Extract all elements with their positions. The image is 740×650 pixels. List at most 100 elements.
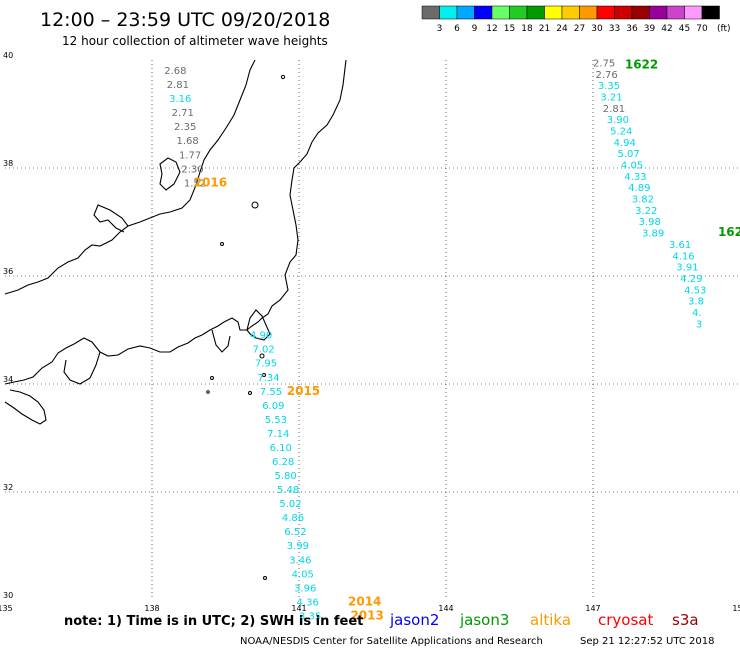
lat-label: 32 bbox=[3, 483, 13, 492]
legend-label: 45 bbox=[679, 24, 690, 34]
legend-label: 70 bbox=[696, 24, 708, 34]
footer-note: note: 1) Time is in UTC; 2) SWH is in fe… bbox=[64, 614, 363, 629]
legend-swatch bbox=[579, 5, 598, 20]
wave-height-value: 3.21 bbox=[600, 93, 622, 104]
wave-height-value: 2.76 bbox=[595, 70, 617, 81]
legend-swatch bbox=[491, 5, 510, 20]
legend-swatch bbox=[421, 5, 440, 20]
legend-swatch bbox=[684, 5, 703, 20]
wave-height-value: 3.91 bbox=[676, 263, 698, 274]
wave-height-value: 4.94 bbox=[614, 138, 636, 149]
coastline-shikoku bbox=[4, 389, 47, 425]
legend-swatch bbox=[474, 5, 493, 20]
legend-label: 24 bbox=[556, 24, 568, 34]
wave-height-value: 5.07 bbox=[618, 149, 640, 160]
wave-height-value: 3.35 bbox=[598, 81, 620, 92]
wave-height-value: 4. bbox=[692, 308, 702, 319]
wave-height-value: 2.81 bbox=[603, 104, 625, 115]
island bbox=[262, 373, 266, 377]
wave-height-value: 3.61 bbox=[669, 240, 691, 251]
lat-label: 40 bbox=[3, 51, 13, 60]
coastline-izu bbox=[211, 329, 231, 353]
wave-height-value: 2.30 bbox=[181, 164, 203, 175]
wave-height-value: 4.90 bbox=[250, 331, 272, 342]
legend-label: 6 bbox=[454, 24, 460, 34]
lat-lon-grid bbox=[5, 60, 740, 600]
track-west-south: 4.90 7.02 7.95 7.34 7.55 6.09 5.53 7.14 6.10 6.28… bbox=[250, 331, 384, 623]
coastline-kii bbox=[63, 351, 101, 385]
coastline-noto bbox=[93, 204, 129, 233]
map-area: 2.68 2.81 3.16 2.71 2.35 1.68 1.77 2.30 1.522016… bbox=[4, 57, 740, 622]
lat-label: 38 bbox=[3, 159, 13, 168]
track-time-label: 162 bbox=[718, 225, 740, 239]
altimeter-tracks: 2.68 2.81 3.16 2.71 2.35 1.68 1.77 2.30 1.522016… bbox=[164, 57, 740, 622]
color-legend: 3 6 9 12 15 18 21 24 27 30 33 36 39 42 45 70 bbox=[421, 5, 720, 34]
wave-height-value: 3.16 bbox=[169, 94, 191, 105]
satellite-jason2: jason2 bbox=[389, 611, 439, 629]
wave-height-value: 4.16 bbox=[672, 251, 694, 262]
legend-label: 9 bbox=[472, 24, 478, 34]
legend-swatch bbox=[439, 5, 458, 20]
wave-height-value: 6.28 bbox=[272, 457, 294, 468]
island bbox=[206, 390, 210, 394]
lon-label: 147 bbox=[585, 604, 600, 613]
lat-label: 30 bbox=[3, 591, 13, 600]
wave-height-value: 1.52 bbox=[184, 178, 206, 189]
track-time-label: 2016 bbox=[194, 175, 227, 189]
legend-label: 36 bbox=[626, 24, 638, 34]
wave-height-value: 3.46 bbox=[289, 555, 311, 566]
legend-label: 3 bbox=[437, 24, 443, 34]
satellite-cryosat: cryosat bbox=[598, 611, 653, 629]
wave-height-value: 3 bbox=[696, 319, 702, 330]
wave-height-value: 6.52 bbox=[284, 527, 306, 538]
legend-swatch bbox=[614, 5, 633, 20]
wave-height-value: 5.53 bbox=[265, 415, 287, 426]
wave-height-value: 6.09 bbox=[262, 401, 284, 412]
wave-height-value: 2.68 bbox=[164, 66, 186, 77]
coastline-japan-sea bbox=[4, 59, 256, 295]
wave-height-value: 3.35 bbox=[299, 611, 321, 622]
wave-height-value: 1.77 bbox=[179, 150, 201, 161]
wave-height-value: 6.10 bbox=[270, 443, 292, 454]
legend-swatch bbox=[596, 5, 615, 20]
island bbox=[220, 242, 224, 246]
wave-height-value: 4.05 bbox=[621, 161, 643, 172]
legend-swatch bbox=[509, 5, 528, 20]
legend-label: 39 bbox=[644, 24, 656, 34]
wave-height-value: 5.80 bbox=[275, 471, 297, 482]
legend-swatch bbox=[561, 5, 580, 20]
wave-height-value: 5.48 bbox=[277, 485, 299, 496]
wave-height-value: 4.33 bbox=[624, 172, 646, 183]
wave-height-value: 4.29 bbox=[680, 274, 702, 285]
legend-label: 42 bbox=[661, 24, 672, 34]
lon-label: 135 bbox=[0, 604, 13, 613]
legend-label: 27 bbox=[574, 24, 585, 34]
wave-height-value: 4.89 bbox=[628, 183, 650, 194]
track-time-label: 2014 bbox=[348, 594, 381, 608]
wave-height-value: 2.81 bbox=[167, 80, 189, 91]
island bbox=[251, 201, 259, 209]
legend-swatch bbox=[631, 5, 650, 20]
legend-unit: (ft) bbox=[717, 24, 731, 34]
wave-height-value: 3.22 bbox=[635, 206, 657, 217]
island bbox=[263, 576, 267, 580]
page-subtitle: 12 hour collection of altimeter wave hei… bbox=[62, 34, 328, 48]
map-frame bbox=[5, 60, 740, 600]
wave-height-value: 2.71 bbox=[172, 108, 194, 119]
legend-swatch bbox=[456, 5, 475, 20]
wave-height-value: 7.34 bbox=[257, 373, 279, 384]
wave-height-value: 4.86 bbox=[282, 513, 304, 524]
legend-swatch bbox=[526, 5, 545, 20]
track-east: 2.752.763.353.212.813.905.244.945.074.05… bbox=[593, 57, 664, 239]
lon-label: 141 bbox=[291, 604, 306, 613]
footer-timestamp: Sep 21 12:27:52 UTC 2018 bbox=[580, 636, 714, 647]
lat-label: 36 bbox=[3, 267, 13, 276]
wave-height-value: 3.8 bbox=[688, 297, 704, 308]
legend-swatch bbox=[544, 5, 563, 20]
satellite-legend: jason2 jason3 altika cryosat s3a bbox=[389, 611, 699, 629]
coastline-sado bbox=[159, 157, 181, 191]
wave-height-value: 3.82 bbox=[632, 195, 654, 206]
wave-height-value: 7.14 bbox=[267, 429, 289, 440]
